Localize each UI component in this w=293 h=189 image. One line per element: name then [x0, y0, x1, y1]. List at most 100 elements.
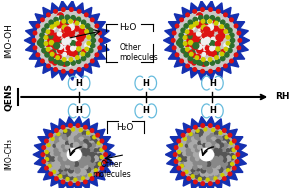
Circle shape	[69, 168, 73, 173]
Circle shape	[54, 43, 60, 49]
Circle shape	[209, 172, 213, 175]
Circle shape	[225, 24, 229, 28]
Text: QENS: QENS	[4, 83, 13, 111]
Circle shape	[228, 133, 232, 137]
Circle shape	[65, 47, 70, 52]
Circle shape	[225, 156, 231, 161]
Circle shape	[210, 46, 214, 51]
Circle shape	[56, 33, 63, 40]
Circle shape	[223, 177, 226, 180]
Circle shape	[62, 169, 67, 174]
Circle shape	[209, 41, 215, 46]
Polygon shape	[29, 22, 40, 30]
Circle shape	[48, 31, 52, 35]
Circle shape	[193, 36, 199, 42]
Circle shape	[85, 136, 90, 142]
Circle shape	[83, 144, 87, 148]
Circle shape	[196, 131, 200, 135]
Circle shape	[195, 149, 199, 152]
Circle shape	[54, 152, 58, 156]
Circle shape	[201, 27, 206, 32]
Circle shape	[193, 152, 198, 157]
Circle shape	[69, 140, 73, 144]
Polygon shape	[38, 137, 49, 145]
Circle shape	[195, 33, 202, 40]
Polygon shape	[75, 68, 84, 78]
Circle shape	[93, 139, 97, 143]
Polygon shape	[174, 14, 185, 23]
Circle shape	[192, 42, 197, 47]
Circle shape	[55, 139, 60, 145]
Circle shape	[183, 152, 186, 156]
Circle shape	[98, 46, 101, 50]
Circle shape	[45, 53, 49, 57]
Circle shape	[49, 56, 53, 61]
Circle shape	[202, 162, 207, 166]
Circle shape	[202, 33, 206, 37]
Circle shape	[200, 172, 205, 176]
Polygon shape	[67, 148, 81, 161]
Circle shape	[46, 30, 50, 33]
Circle shape	[77, 35, 82, 40]
Circle shape	[45, 166, 48, 170]
Circle shape	[73, 130, 76, 133]
Circle shape	[205, 38, 208, 42]
Circle shape	[75, 139, 80, 145]
Circle shape	[201, 168, 206, 173]
Circle shape	[193, 165, 197, 169]
Circle shape	[205, 37, 210, 43]
Circle shape	[71, 144, 74, 147]
Polygon shape	[176, 129, 186, 139]
Circle shape	[51, 59, 55, 63]
Polygon shape	[88, 123, 98, 133]
Circle shape	[67, 18, 72, 22]
Circle shape	[63, 157, 66, 161]
Circle shape	[59, 175, 62, 178]
Circle shape	[79, 35, 83, 39]
Circle shape	[185, 144, 188, 147]
Circle shape	[41, 153, 45, 156]
Circle shape	[199, 42, 205, 48]
Circle shape	[201, 140, 205, 144]
Circle shape	[195, 157, 199, 161]
Circle shape	[86, 152, 91, 156]
Circle shape	[201, 36, 207, 41]
Circle shape	[224, 30, 228, 33]
Circle shape	[192, 22, 197, 27]
Polygon shape	[166, 143, 177, 152]
Circle shape	[65, 61, 69, 66]
Circle shape	[216, 165, 220, 169]
Circle shape	[181, 133, 185, 137]
Circle shape	[183, 36, 187, 39]
Circle shape	[97, 142, 100, 145]
Circle shape	[44, 36, 48, 39]
Circle shape	[214, 51, 218, 56]
Circle shape	[191, 148, 195, 152]
Circle shape	[71, 61, 75, 65]
Circle shape	[203, 38, 207, 42]
Polygon shape	[34, 9, 101, 71]
Circle shape	[215, 56, 218, 59]
Circle shape	[197, 32, 200, 36]
Circle shape	[85, 30, 88, 33]
Circle shape	[53, 144, 56, 147]
Circle shape	[214, 156, 218, 161]
Polygon shape	[94, 170, 105, 180]
Circle shape	[81, 56, 86, 61]
Circle shape	[62, 31, 67, 36]
Circle shape	[228, 172, 232, 176]
Circle shape	[41, 59, 44, 63]
Circle shape	[62, 58, 66, 61]
Circle shape	[85, 43, 90, 48]
Circle shape	[84, 13, 88, 17]
Circle shape	[100, 156, 103, 159]
Circle shape	[53, 42, 58, 47]
Circle shape	[49, 20, 53, 24]
Circle shape	[205, 47, 209, 52]
Circle shape	[215, 161, 219, 165]
Circle shape	[235, 146, 239, 149]
Circle shape	[202, 38, 208, 44]
Polygon shape	[170, 164, 181, 173]
Circle shape	[206, 162, 211, 166]
Circle shape	[203, 144, 206, 147]
